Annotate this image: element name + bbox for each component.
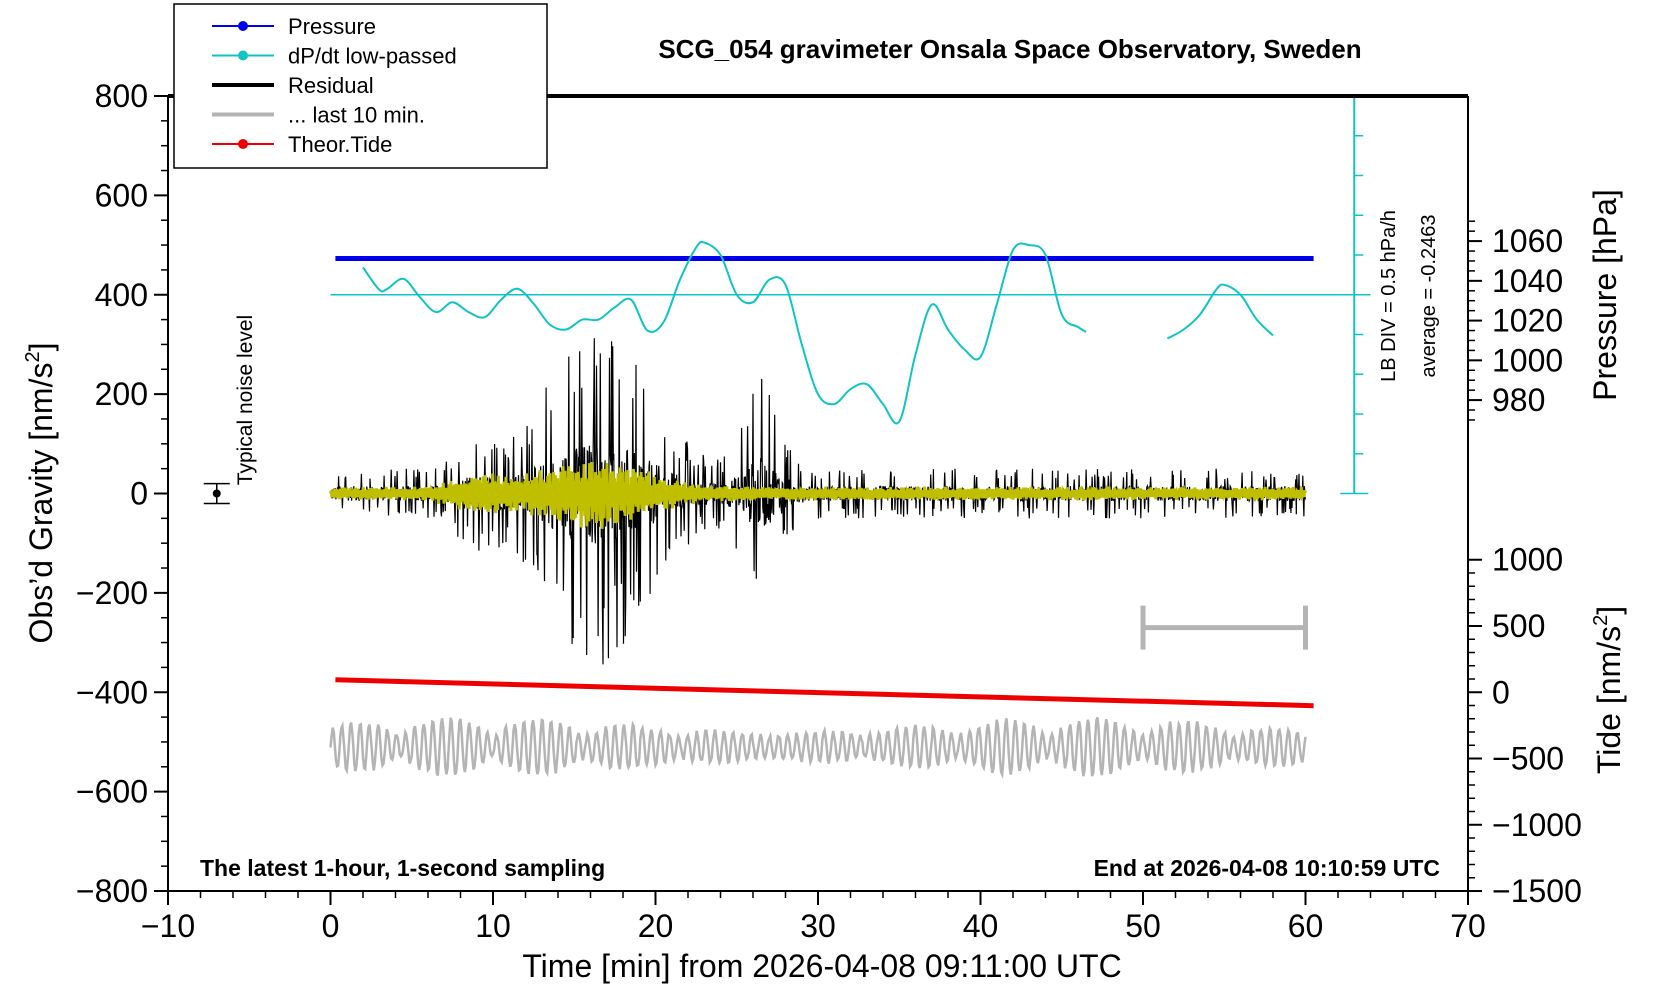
y-tick-label: −600 xyxy=(76,774,148,810)
pressure-tick-label: 980 xyxy=(1492,382,1545,418)
dpdt-average-label: average = -0.2463 xyxy=(1418,215,1440,378)
tide-tick-label: −1500 xyxy=(1492,873,1582,909)
y-tick-label: 200 xyxy=(95,376,148,412)
legend-label: Theor.Tide xyxy=(288,132,392,157)
legend-label: dP/dt low-passed xyxy=(288,44,457,69)
theoretical-tide-line xyxy=(335,677,1314,709)
x-tick-label: 10 xyxy=(475,908,511,944)
pressure-tick-label: 1020 xyxy=(1492,303,1563,339)
legend-marker xyxy=(238,21,248,31)
last-10-min-line xyxy=(329,716,1307,780)
y-tick-label: −400 xyxy=(76,674,148,710)
tide-tick-label: 1000 xyxy=(1492,542,1563,578)
legend-marker xyxy=(238,139,248,149)
x-tick-label: 0 xyxy=(322,908,340,944)
y-axis-pressure-label: Pressure [hPa] xyxy=(1587,189,1623,401)
noise-level-label: Typical noise level xyxy=(234,315,257,485)
legend-label: Residual xyxy=(288,73,374,98)
x-tick-label: 20 xyxy=(638,908,674,944)
tide-tick-label: −500 xyxy=(1492,741,1564,777)
chart-title: SCG_054 gravimeter Onsala Space Observat… xyxy=(658,34,1361,64)
y-axis-left-label: Obs’d Gravity [nm/s2] xyxy=(22,343,59,644)
y-tick-label: 800 xyxy=(95,78,148,114)
residual-smoothed-line xyxy=(329,461,1307,529)
y-tick-label: −800 xyxy=(76,873,148,909)
y-tick-label: 600 xyxy=(95,177,148,213)
tide-tick-label: −1000 xyxy=(1492,807,1582,843)
plot-area xyxy=(203,95,1371,780)
dpdt-curve xyxy=(362,240,1087,425)
y-axis-tide-label: Tide [nm/s2] xyxy=(1590,606,1627,774)
x-tick-label: 60 xyxy=(1288,908,1324,944)
legend: Pressure dP/dt low-passed Residual ... last… xyxy=(173,3,548,169)
legend-label: ... last 10 min. xyxy=(288,103,425,128)
x-tick-label: −10 xyxy=(141,908,195,944)
footer-right-note: End at 2026-04-08 10:10:59 UTC xyxy=(1094,855,1440,881)
dpdt-scale-label: LB DIV = 0.5 hPa/h xyxy=(1378,210,1400,382)
axes: −10 0 10 20 30 40 50 60 70−800−600−400−200020040… xyxy=(76,78,1582,944)
x-axis-label: Time [min] from 2026-04-08 09:11:00 UTC xyxy=(522,948,1121,984)
x-tick-label: 70 xyxy=(1450,908,1486,944)
tide-tick-label: 500 xyxy=(1492,608,1545,644)
legend-label: Pressure xyxy=(288,14,376,39)
legend-marker xyxy=(238,50,248,61)
pressure-tick-label: 1040 xyxy=(1492,263,1563,299)
x-tick-label: 40 xyxy=(963,908,999,944)
y-tick-label: 0 xyxy=(130,476,148,512)
pressure-tick-label: 1060 xyxy=(1492,223,1563,259)
x-tick-label: 50 xyxy=(1125,908,1161,944)
noise-point xyxy=(212,489,221,498)
footer-left-note: The latest 1-hour, 1-second sampling xyxy=(200,855,605,881)
y-tick-label: 400 xyxy=(95,277,148,313)
dpdt-curve xyxy=(1166,283,1274,340)
x-tick-label: 30 xyxy=(800,908,836,944)
pressure-tick-label: 1000 xyxy=(1492,342,1563,378)
tide-tick-label: 0 xyxy=(1492,674,1510,710)
y-tick-label: −200 xyxy=(76,575,148,611)
